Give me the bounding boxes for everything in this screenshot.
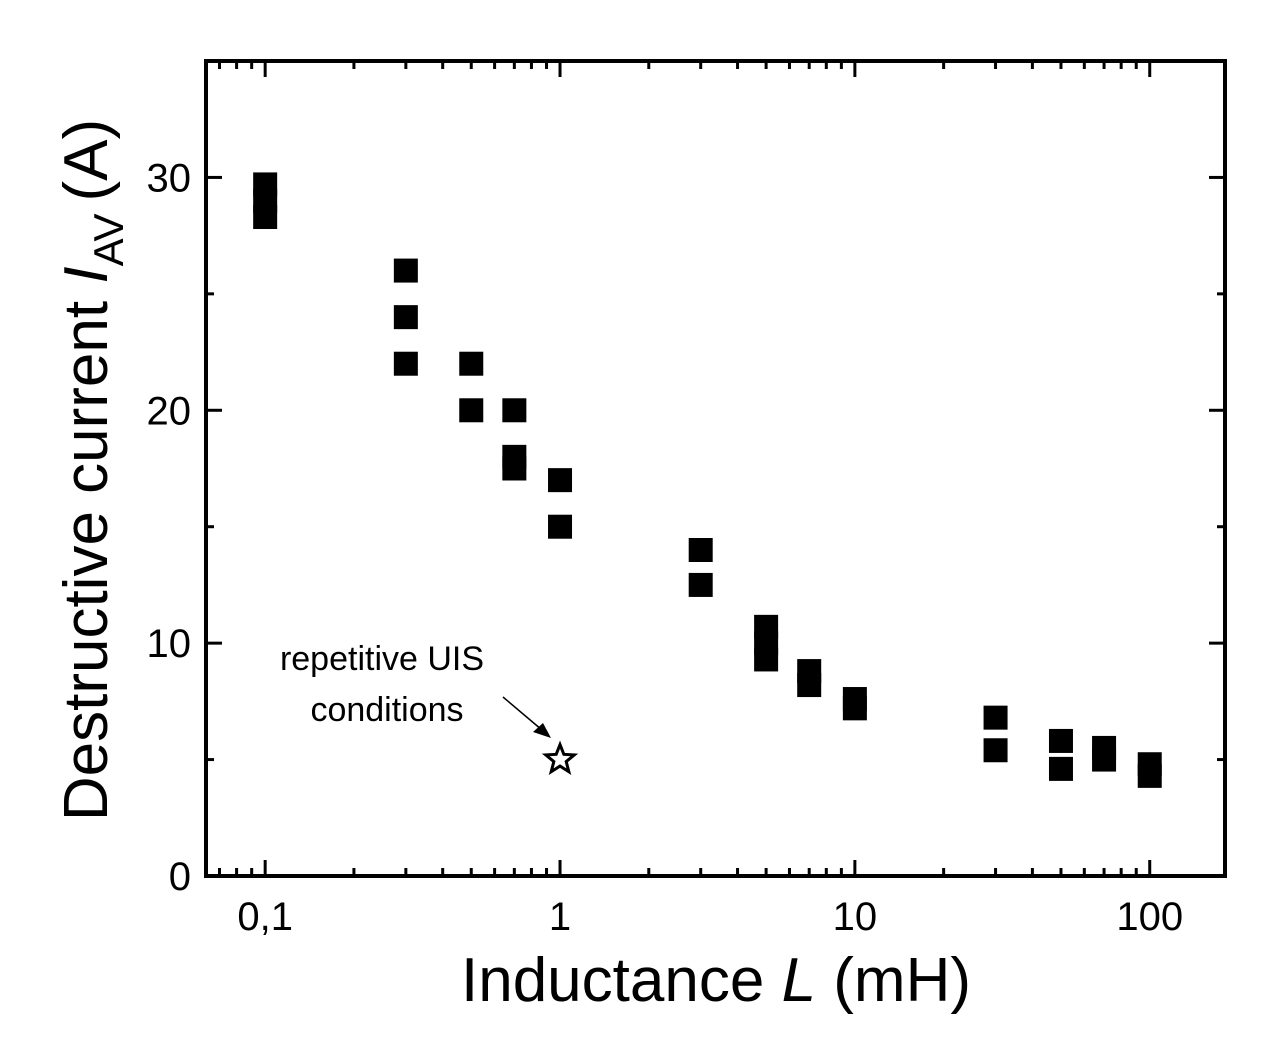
y-axis-title-subscript: AV [85,213,132,266]
data-point [1092,747,1117,772]
data-point [983,738,1008,763]
annotation-line-2: conditions [310,691,463,729]
y-axis-title-variable: I [52,266,121,283]
data-point [688,572,713,597]
data-point [983,705,1008,730]
x-axis-title-variable: L [782,946,816,1015]
x-tick-label: 1 [549,895,571,939]
x-axis-title-unit: (mH) [833,946,971,1015]
data-point [1048,756,1073,781]
data-point [459,351,484,376]
data-point [1048,728,1073,753]
annotation-layer: repetitive UIS conditions [280,640,551,738]
data-point [393,351,418,376]
plot-frame [204,59,1227,878]
data-point [754,647,779,672]
data-point [253,205,278,230]
x-axis-title-main: Inductance [461,946,764,1015]
data-point [842,696,867,721]
points-layer [253,172,1162,788]
y-axis-title-unit: (A) [52,119,121,202]
data-point [502,398,527,423]
data-point [1137,763,1162,788]
ticks-layer: 0,1 1 10 100 0 10 20 30 [147,61,1225,939]
y-axis-title-main: Destructive current [52,301,121,821]
y-tick-label: 30 [147,156,192,200]
y-axis-title: Destructive current IAV (A) [52,119,132,821]
y-tick-label: 20 [147,389,192,433]
x-tick-label: 10 [833,895,878,939]
x-tick-label: 100 [1116,895,1183,939]
annotation-line-1: repetitive UIS [280,640,484,678]
x-axis-title: Inductance L (mH) [461,946,971,1015]
data-point [393,258,418,283]
data-point [502,456,527,481]
data-point [688,538,713,562]
data-point [459,398,484,423]
annotation-arrow-head [533,723,551,738]
data-point [548,468,573,493]
data-point [548,514,573,539]
data-point [393,305,418,330]
y-tick-label: 10 [147,622,192,666]
star-data-point [541,740,579,776]
annotation-arrow-line [502,696,543,731]
y-tick-label: 0 [169,855,191,899]
x-tick-label: 0,1 [237,895,293,939]
data-point [797,673,822,698]
